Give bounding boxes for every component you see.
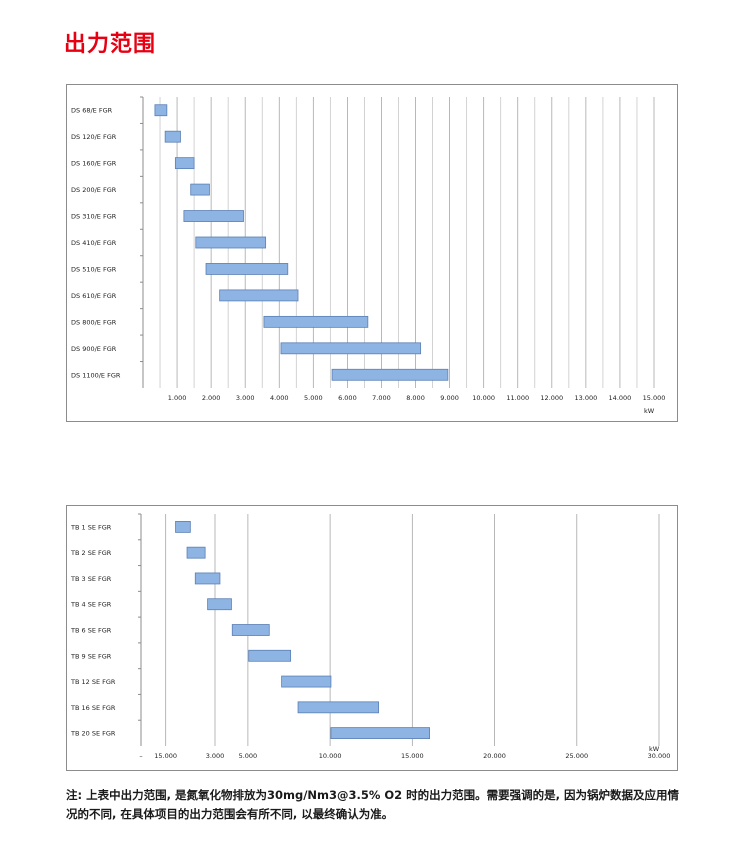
x-tick-label: 25.000 — [565, 752, 588, 760]
x-tick-label: 10.000 — [472, 394, 495, 402]
x-tick-label: 4.000 — [270, 394, 289, 402]
page-title: 出力范围 — [64, 32, 157, 57]
category-label: DS 160/E FGR — [71, 160, 117, 168]
x-tick-label: 5.000 — [239, 752, 258, 760]
range-bar — [195, 236, 267, 249]
x-unit-label: kW — [644, 407, 655, 415]
range-bar — [248, 649, 292, 662]
x-tick-label: 2.000 — [202, 394, 221, 402]
category-label: TB 1 SE FGR — [70, 523, 112, 531]
range-bar — [175, 520, 191, 533]
range-bar — [219, 289, 299, 302]
x-tick-label: 14.000 — [609, 394, 632, 402]
x-tick-label: 1.000 — [168, 394, 187, 402]
category-label: TB 4 SE FGR — [70, 601, 112, 609]
category-label: DS 410/E FGR — [71, 239, 117, 247]
x-tick-label: 20.000 — [483, 752, 506, 760]
range-bar — [183, 210, 244, 222]
category-label: DS 200/E FGR — [71, 186, 117, 194]
category-label: DS 310/E FGR — [71, 213, 117, 221]
footnote: 注: 上表中出力范围, 是氮氧化物排放为30mg/Nm3@3.5% O2 时的出… — [66, 788, 680, 821]
x-tick-label: 3.000 — [206, 752, 225, 760]
x-tick-label: 3.000 — [236, 394, 255, 402]
range-bar — [164, 130, 181, 143]
range-bar — [263, 315, 369, 328]
range-bar — [186, 546, 206, 559]
tb-output-range-chart: TB 1 SE FGR TB 2 SE FGR TB 3 SE FGR TB 4 SE… — [66, 505, 678, 771]
x-tick-label: 12.000 — [540, 394, 563, 402]
category-label: TB 2 SE FGR — [70, 549, 112, 557]
category-label: DS 800/E FGR — [71, 318, 117, 326]
x-tick-label: 6.000 — [338, 394, 357, 402]
range-bar — [281, 675, 332, 688]
x-origin-label: – — [139, 752, 142, 760]
category-label: TB 9 SE FGR — [70, 652, 112, 660]
range-bar — [154, 104, 168, 117]
category-label: TB 16 SE FGR — [70, 704, 116, 712]
category-label: DS 900/E FGR — [71, 345, 117, 353]
range-bar — [174, 157, 195, 170]
range-bar — [194, 572, 221, 585]
ds-output-range-chart: DS 68/E FGR DS 120/E FGR DS 160/E FGR DS 20… — [66, 84, 678, 422]
range-bar — [190, 183, 210, 196]
range-bar — [297, 701, 380, 714]
category-label: TB 6 SE FGR — [70, 627, 112, 635]
range-bar — [207, 598, 232, 611]
range-bar — [205, 263, 289, 275]
x-tick-label: 15.000 — [401, 752, 424, 760]
range-bar — [280, 342, 422, 355]
x-tick-label: 8.000 — [406, 394, 425, 402]
category-label: DS 120/E FGR — [71, 133, 117, 141]
category-label: TB 20 SE FGR — [70, 730, 116, 738]
x-tick-label: 15.000 — [643, 394, 666, 402]
tb-chart-svg: TB 1 SE FGR TB 2 SE FGR TB 3 SE FGR TB 4 SE… — [70, 513, 671, 760]
x-tick-label: 10.000 — [319, 752, 342, 760]
category-label: DS 610/E FGR — [71, 292, 117, 300]
x-tick-label: 5.000 — [304, 394, 323, 402]
category-label: DS 510/E FGR — [71, 265, 117, 273]
range-bar — [330, 727, 430, 740]
x-tick-label: 11.000 — [506, 394, 529, 402]
category-label: DS 68/E FGR — [71, 107, 113, 115]
x-tick-label: 7.000 — [372, 394, 391, 402]
category-label: DS 1100/E FGR — [71, 371, 121, 379]
x-tick-label: 13.000 — [574, 394, 597, 402]
x-tick-label: 9.000 — [440, 394, 459, 402]
category-label: TB 12 SE FGR — [70, 678, 116, 686]
x-tick-label: 15.000 — [154, 752, 177, 760]
range-bar — [331, 368, 449, 381]
ds-chart-svg: DS 68/E FGR DS 120/E FGR DS 160/E FGR DS 20… — [71, 96, 666, 415]
x-unit-label: kW — [649, 745, 660, 753]
x-tick-label: 30.000 — [648, 752, 671, 760]
range-bar — [231, 624, 270, 636]
category-label: TB 3 SE FGR — [70, 575, 112, 583]
